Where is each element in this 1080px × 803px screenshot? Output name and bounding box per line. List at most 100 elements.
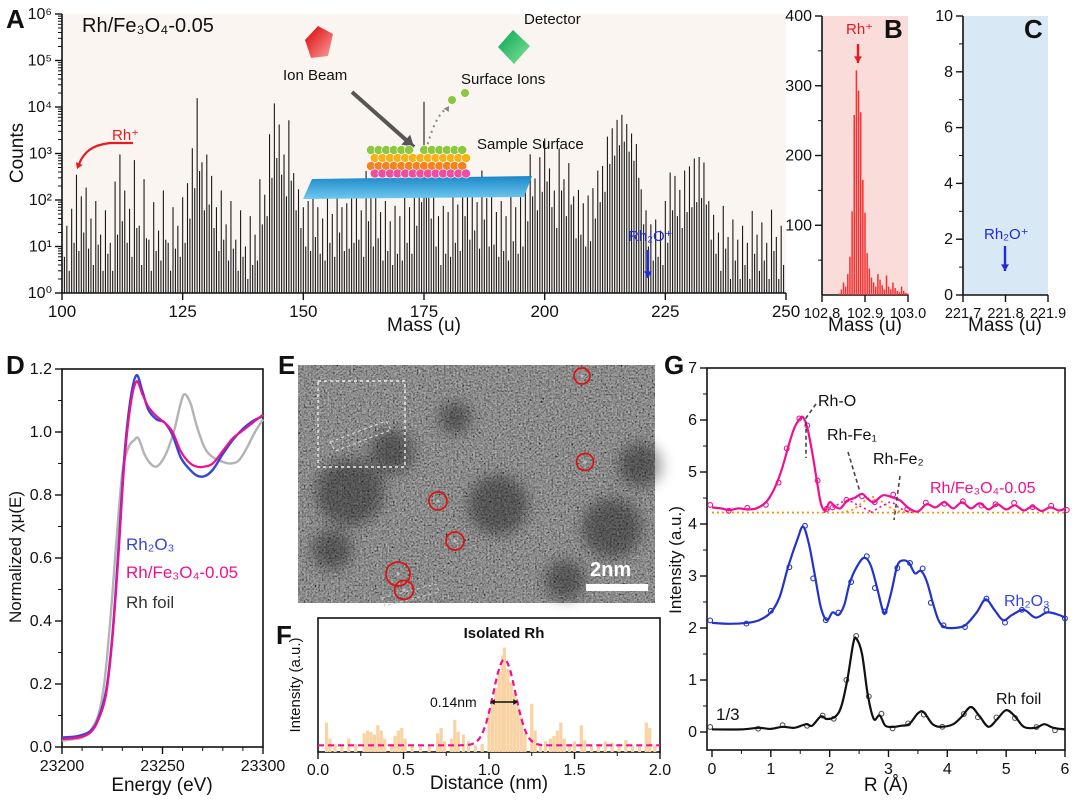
svg-text:23300: 23300 xyxy=(241,758,286,775)
svg-text:200: 200 xyxy=(785,148,812,165)
panel-g-label: G xyxy=(664,350,685,380)
svg-text:150: 150 xyxy=(289,302,317,321)
svg-text:1.5: 1.5 xyxy=(563,762,585,779)
svg-text:10⁵: 10⁵ xyxy=(28,53,52,70)
single-atom-marker xyxy=(428,491,448,511)
svg-text:5: 5 xyxy=(1002,761,1011,778)
ion-beam-label: Ion Beam xyxy=(283,67,348,84)
svg-text:6: 6 xyxy=(944,120,953,137)
single-atom-marker xyxy=(445,531,465,551)
svg-text:7: 7 xyxy=(688,360,697,377)
surface-ion-dot xyxy=(461,89,469,97)
series-label-rh-foil: Rh foil xyxy=(996,691,1042,708)
panel-b-xlabel: Mass (u) xyxy=(828,315,902,336)
svg-text:4: 4 xyxy=(943,761,952,778)
svg-text:23250: 23250 xyxy=(140,758,185,775)
svg-text:102.8: 102.8 xyxy=(804,306,840,322)
svg-text:1.0: 1.0 xyxy=(30,424,52,441)
svg-text:100: 100 xyxy=(785,217,812,234)
svg-text:0.4: 0.4 xyxy=(30,613,52,630)
svg-text:0.0: 0.0 xyxy=(307,762,329,779)
series-label-rh-fe3o4: Rh/Fe₃O₄-0.05 xyxy=(930,480,1036,497)
legend-rh-foil: Rh foil xyxy=(126,593,175,612)
svg-text:10⁰: 10⁰ xyxy=(28,285,52,302)
rh-o-annotation: Rh-O xyxy=(818,393,857,410)
panel-f-xlabel: Distance (nm) xyxy=(429,773,549,794)
surface-ion-dot xyxy=(448,96,456,104)
svg-text:250: 250 xyxy=(772,302,800,321)
rh-ion-annotation-a: Rh⁺ xyxy=(112,127,140,144)
svg-text:0: 0 xyxy=(944,287,953,304)
panel-d-label: D xyxy=(6,350,25,380)
panel-a-label: A xyxy=(6,4,25,34)
svg-text:4: 4 xyxy=(944,175,953,192)
svg-text:221.7: 221.7 xyxy=(945,306,981,322)
svg-text:1.2: 1.2 xyxy=(30,361,52,378)
rh2o-ion-annotation-a: Rh₂O⁺ xyxy=(628,228,673,245)
panel-d-xlabel: Energy (eV) xyxy=(111,775,213,796)
panel-a-xlabel: Mass (u) xyxy=(387,315,461,336)
single-atom-marker xyxy=(393,579,415,601)
svg-text:6: 6 xyxy=(688,412,697,429)
tem-atom-row xyxy=(381,583,440,607)
svg-text:10³: 10³ xyxy=(29,146,53,163)
svg-text:2: 2 xyxy=(944,231,953,248)
svg-text:0.8: 0.8 xyxy=(30,487,52,504)
scalebar-label: 2nm xyxy=(590,559,632,581)
tem-inset-atom-row xyxy=(329,420,392,452)
ion-beam-icon xyxy=(305,26,333,58)
svg-text:125: 125 xyxy=(168,302,196,321)
svg-text:0.6: 0.6 xyxy=(30,550,52,567)
detector-label: Detector xyxy=(524,11,581,28)
panel-b-label: B xyxy=(884,14,903,44)
panel-e-label: E xyxy=(278,350,296,380)
svg-text:0: 0 xyxy=(688,724,697,741)
svg-text:10⁴: 10⁴ xyxy=(27,99,52,116)
sample-surface-label: Sample Surface xyxy=(477,136,584,153)
panel-g-ylabel: Intensity (a.u.) xyxy=(666,506,686,614)
surface-ions-label: Surface Ions xyxy=(461,71,546,88)
isolated-rh-annotation: Isolated Rh xyxy=(463,625,545,642)
panel-c-label: C xyxy=(1024,14,1043,44)
panel-f-ylabel: Intensity (a.u.) xyxy=(287,637,305,733)
svg-text:2: 2 xyxy=(688,620,697,637)
panel-c-xlabel: Mass (u) xyxy=(968,315,1042,336)
svg-text:4: 4 xyxy=(688,516,697,533)
series-label-rh2o3: Rh₂O₃ xyxy=(1004,593,1050,610)
svg-text:0.5: 0.5 xyxy=(392,762,414,779)
panel-a-title: Rh/Fe₃O₄-0.05 xyxy=(82,15,214,37)
svg-text:8: 8 xyxy=(944,64,953,81)
svg-text:1: 1 xyxy=(688,672,697,689)
svg-text:221.9: 221.9 xyxy=(1030,306,1066,322)
substrate-slab xyxy=(303,176,532,199)
scalebar xyxy=(586,584,648,591)
tem-inset-box xyxy=(317,380,406,468)
panel-f-label: F xyxy=(276,620,292,650)
legend-rh2o3: Rh₂O₃ xyxy=(126,535,175,554)
rh-fe1-annotation: Rh-Fe₁ xyxy=(827,427,877,444)
svg-text:10¹: 10¹ xyxy=(29,239,52,256)
svg-text:0: 0 xyxy=(708,761,717,778)
rh-ion-annotation-b: Rh⁺ xyxy=(846,21,874,38)
svg-text:0.0: 0.0 xyxy=(30,739,52,756)
svg-text:1.0: 1.0 xyxy=(478,762,500,779)
svg-text:103.0: 103.0 xyxy=(890,306,926,322)
panel-g-xlabel: R (Å) xyxy=(863,775,909,796)
svg-text:10⁶: 10⁶ xyxy=(28,6,52,23)
svg-text:5: 5 xyxy=(688,464,697,481)
single-atom-marker xyxy=(575,452,595,472)
rh-fe2-annotation: Rh-Fe₂ xyxy=(873,451,924,468)
svg-text:10²: 10² xyxy=(29,192,53,209)
svg-text:3: 3 xyxy=(688,568,697,585)
single-atom-marker xyxy=(385,561,411,587)
gaussian-fit xyxy=(318,658,660,747)
svg-text:3: 3 xyxy=(884,761,893,778)
fwhm-annotation: 0.14nm xyxy=(430,694,477,710)
legend-rh-fe3o4: Rh/Fe₃O₄-0.05 xyxy=(126,563,239,582)
svg-text:1: 1 xyxy=(766,761,775,778)
svg-text:400: 400 xyxy=(785,8,812,25)
svg-text:6: 6 xyxy=(1061,761,1070,778)
detector-icon xyxy=(498,30,530,64)
svg-text:10: 10 xyxy=(935,8,953,25)
svg-text:0.2: 0.2 xyxy=(30,676,52,693)
